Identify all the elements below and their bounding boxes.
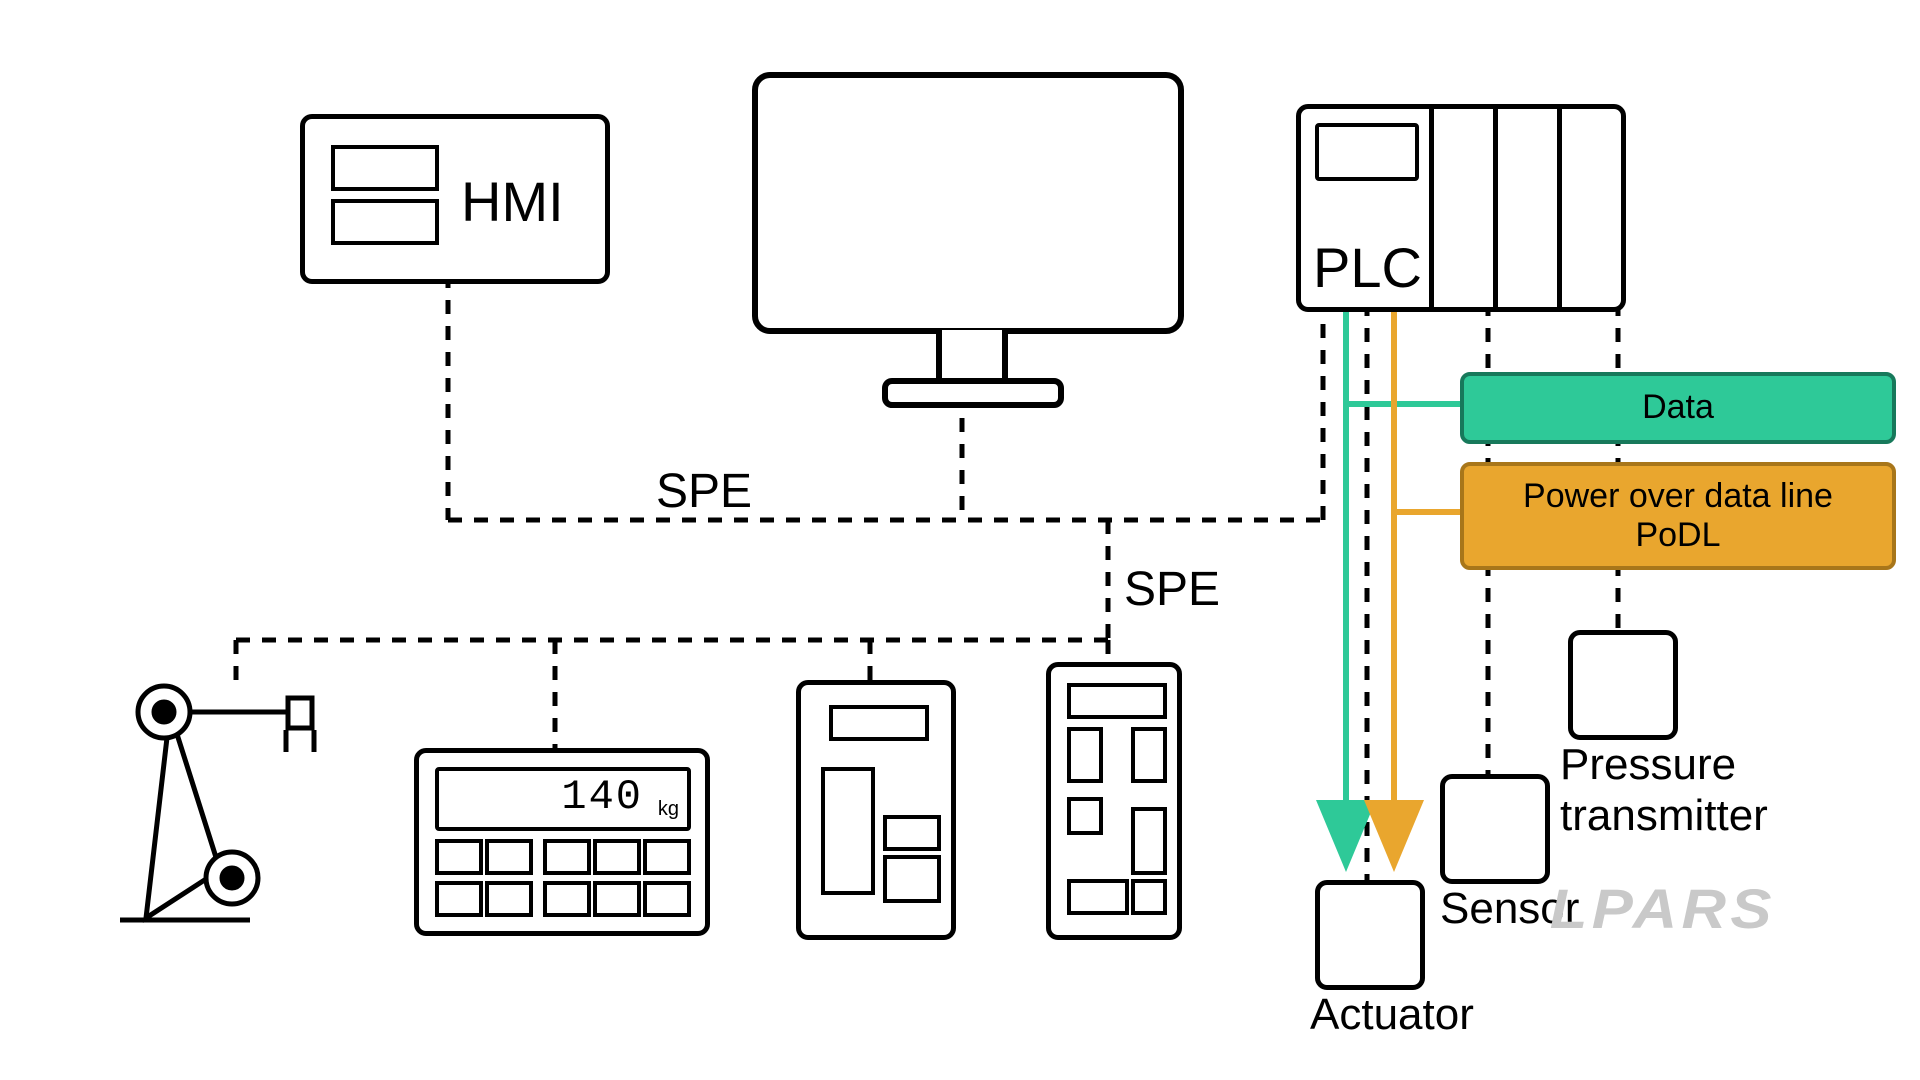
device-a-slot <box>821 767 875 895</box>
pressure-transmitter-label: Pressure transmitter <box>1560 740 1768 841</box>
hmi-screen-2 <box>331 199 439 245</box>
scale-btn <box>593 839 641 875</box>
device-b-slot <box>1067 727 1103 783</box>
actuator-box <box>1315 880 1425 990</box>
industrial-device-b <box>1046 662 1182 940</box>
pressure-transmitter-box <box>1568 630 1678 740</box>
plc-slot-display <box>1315 123 1419 181</box>
sensor-box <box>1440 774 1550 884</box>
scale-btn <box>543 881 591 917</box>
industrial-device-a <box>796 680 956 940</box>
data-legend: Data <box>1460 372 1896 444</box>
device-b-slot <box>1067 797 1103 835</box>
plc-divider-3 <box>1557 109 1562 307</box>
device-b-slot <box>1067 683 1167 719</box>
hmi-screen-1 <box>331 145 439 191</box>
scale-btn <box>435 839 483 875</box>
scale-display: 140 kg <box>435 767 691 831</box>
device-b-slot <box>1131 879 1167 915</box>
monitor-screen <box>752 72 1184 334</box>
hmi-device: HMI <box>300 114 610 284</box>
spe-label-lower: SPE <box>1124 562 1220 617</box>
spe-label-top: SPE <box>656 464 752 519</box>
device-b-slot <box>1131 807 1167 875</box>
scale-btn <box>593 881 641 917</box>
scale-btn <box>543 839 591 875</box>
scale-value: 140 <box>561 773 643 821</box>
plc-label: PLC <box>1313 235 1422 300</box>
scale-btn <box>485 881 533 917</box>
scale-btn <box>643 839 691 875</box>
plc-device: PLC <box>1296 104 1626 312</box>
monitor-neck <box>936 330 1008 382</box>
podl-legend-text: Power over data line PoDL <box>1523 477 1833 555</box>
scale-btn <box>435 881 483 917</box>
monitor-base <box>882 378 1064 408</box>
device-a-slot <box>883 855 941 903</box>
monitor <box>752 72 1184 334</box>
scale-unit: kg <box>658 798 679 821</box>
actuator-label: Actuator <box>1310 990 1474 1040</box>
diagram-canvas: HMI PLC SPE SPE Data Power over data lin… <box>0 0 1920 1080</box>
hmi-label: HMI <box>461 169 564 234</box>
device-a-slot <box>883 815 941 851</box>
podl-legend: Power over data line PoDL <box>1460 462 1896 570</box>
device-a-slot <box>829 705 929 741</box>
device-b-slot <box>1131 727 1167 783</box>
scale-device: 140 kg <box>414 748 710 936</box>
data-legend-text: Data <box>1642 388 1714 427</box>
device-b-slot <box>1067 879 1129 915</box>
plc-divider-1 <box>1429 109 1434 307</box>
scale-btn <box>485 839 533 875</box>
scale-btn <box>643 881 691 917</box>
watermark: LPARS <box>1550 876 1776 941</box>
plc-divider-2 <box>1493 109 1498 307</box>
